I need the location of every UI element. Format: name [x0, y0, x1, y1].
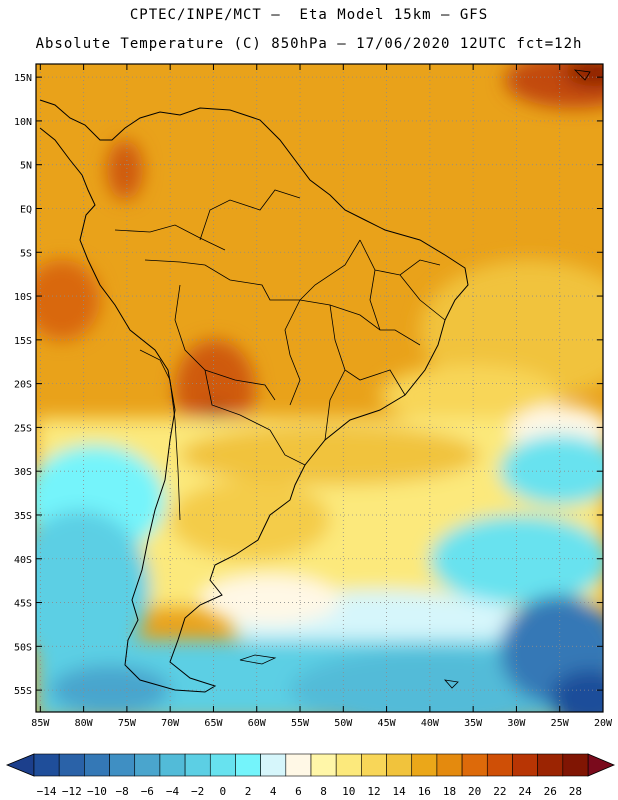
coastline	[39, 99, 469, 693]
colorbar-label: 26	[544, 785, 557, 798]
lat-label: 5N	[20, 161, 32, 172]
colorbar-over-triangle	[587, 753, 616, 777]
colorbar-label: 10	[342, 785, 355, 798]
lon-label: 45W	[378, 718, 397, 729]
islands	[239, 69, 591, 689]
colorbar-label: 16	[418, 785, 431, 798]
lat-label: 35S	[14, 511, 32, 522]
title-line-1: CPTEC/INPE/MCT – Eta Model 15km – GFS	[129, 7, 489, 23]
lon-label: 70W	[161, 718, 180, 729]
lon-label: 20W	[594, 718, 613, 729]
colorbar-label: 12	[367, 785, 380, 798]
lat-label: 40S	[14, 555, 32, 566]
latitude-labels: 15N 10N 5N EQ 5S 10S 15S 20S 25S 30S 35S 40S 45S 50S 5…	[14, 73, 32, 697]
longitude-labels: 85W 80W 75W 70W 65W 60W 55W 50W 45W 40W 35W 30W 25W 2…	[31, 718, 613, 729]
colorbar-label: −8	[116, 785, 129, 798]
lon-label: 80W	[75, 718, 94, 729]
lat-label: 15S	[14, 336, 32, 347]
lat-label: 10S	[14, 292, 32, 303]
lon-label: 35W	[464, 718, 483, 729]
lon-label: 85W	[31, 718, 50, 729]
colorbar-label: 8	[320, 785, 327, 798]
colorbar-label: 4	[270, 785, 277, 798]
lat-label: 45S	[14, 599, 32, 610]
colorbar-label: −10	[87, 785, 107, 798]
colorbar-label: 28	[569, 785, 582, 798]
colorbar-swatch	[310, 753, 337, 777]
lat-label: 55S	[14, 686, 32, 697]
colorbar-swatch	[512, 753, 538, 777]
graticule	[36, 64, 604, 712]
colorbar-swatch	[411, 753, 438, 777]
colorbar-swatch	[335, 753, 362, 777]
axis-ticks	[36, 64, 604, 712]
colorbar-label: −4	[166, 785, 180, 798]
colorbar-swatch	[159, 753, 186, 777]
colorbar-label: 2	[245, 785, 252, 798]
colorbar-label: 22	[493, 785, 506, 798]
colorbar-label: 20	[468, 785, 481, 798]
colorbar-label: −2	[191, 785, 204, 798]
colorbar-swatch	[386, 753, 413, 777]
lat-label: 15N	[14, 73, 32, 84]
lat-label: 20S	[14, 380, 32, 391]
colorbar-swatch	[33, 753, 60, 777]
colorbar-swatch	[285, 753, 312, 777]
lon-label: 75W	[118, 718, 137, 729]
colorbar-label: 14	[393, 785, 407, 798]
title-line-2: Absolute Temperature (C) 850hPa – 17/06/…	[35, 36, 583, 52]
lat-label: 25S	[14, 423, 32, 434]
colorbar-swatch	[361, 753, 387, 777]
colorbar-swatch	[109, 753, 136, 777]
lat-label: 50S	[14, 642, 32, 653]
lat-label: 30S	[14, 467, 32, 478]
colorbar-swatch	[436, 753, 463, 777]
lon-label: 60W	[248, 718, 267, 729]
colorbar-label: 6	[295, 785, 302, 798]
colorbar-label: 0	[220, 785, 227, 798]
colorbar-swatch	[134, 753, 161, 777]
colorbar-swatch	[562, 753, 589, 777]
lat-label: EQ	[20, 204, 32, 215]
map-frame	[35, 63, 604, 713]
colorbar-under-triangle	[5, 753, 35, 777]
colorbar-label: −6	[141, 785, 154, 798]
colorbar-swatch	[209, 753, 236, 777]
colorbar-swatch	[486, 753, 513, 777]
lat-label: 10N	[14, 117, 32, 128]
lon-label: 25W	[551, 718, 570, 729]
lon-label: 50W	[334, 718, 353, 729]
lon-label: 55W	[291, 718, 310, 729]
temperature-field	[36, 64, 603, 712]
colorbar-swatch	[184, 753, 211, 777]
colorbar-label: 18	[443, 785, 456, 798]
country-borders	[114, 189, 446, 521]
lon-label: 40W	[421, 718, 440, 729]
colorbar-label: 24	[518, 785, 532, 798]
colorbar	[5, 753, 616, 777]
colorbar-swatch	[84, 753, 110, 777]
colorbar-swatch	[235, 753, 261, 777]
colorbar-swatch	[260, 753, 287, 777]
lat-label: 5S	[20, 248, 32, 259]
colorbar-label: −12	[62, 785, 82, 798]
lon-label: 65W	[204, 718, 223, 729]
colorbar-labels: −14 −12 −10 −8 −6 −4 −2 0 2 4 6 8 10 12 14 16 18 20 22 24 26…	[37, 785, 582, 798]
colorbar-label: −14	[37, 785, 57, 798]
colorbar-swatch	[461, 753, 488, 777]
colorbar-swatch	[58, 753, 85, 777]
colorbar-swatch	[537, 753, 564, 777]
lon-label: 30W	[507, 718, 526, 729]
